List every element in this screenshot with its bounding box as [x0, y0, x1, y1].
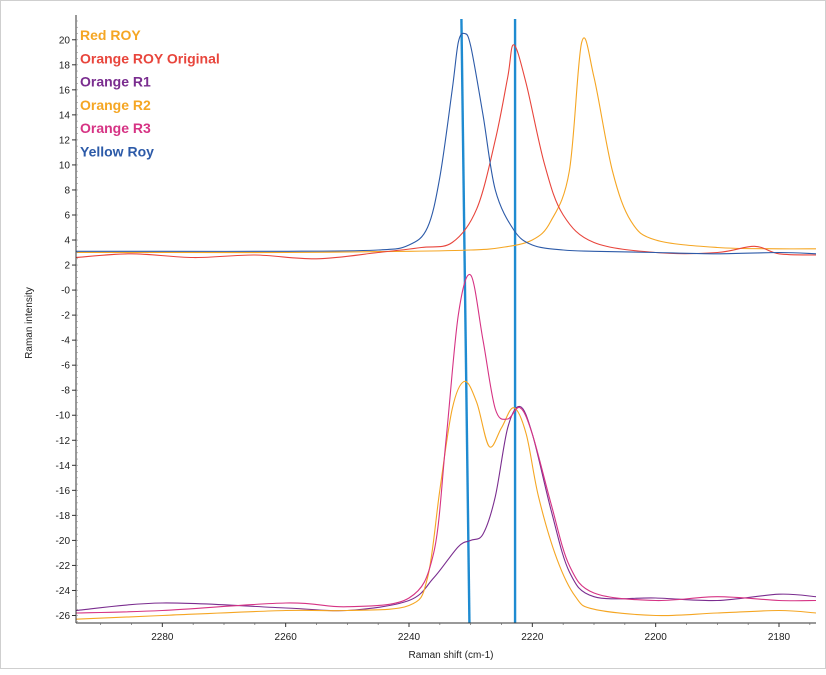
x-tick-label: 2260 [275, 632, 298, 643]
x-axis-title: Raman shift (cm-1) [408, 650, 493, 661]
y-tick-label: 14 [59, 110, 71, 121]
legend-entry: Orange R2 [80, 97, 151, 113]
y-tick-label: 12 [59, 135, 71, 146]
y-tick-label: 8 [64, 185, 70, 196]
x-tick-label: 2240 [398, 632, 421, 643]
y-tick-label: 10 [59, 160, 71, 171]
x-tick-label: 2200 [645, 632, 668, 643]
series-line-orange-r2 [75, 380, 817, 620]
y-tick-label: -16 [56, 486, 71, 497]
reference-lines [460, 18, 517, 624]
series-line-yellow-roy [76, 32, 817, 255]
y-tick-label: 16 [59, 85, 71, 96]
y-tick-label: 20 [59, 35, 71, 46]
x-axis: 2280 2260 2240 2220 2200 2180 [76, 622, 816, 643]
y-tick-label: -18 [56, 511, 71, 522]
series-line-orange-roy-original [75, 44, 817, 260]
reference-line-1 [460, 18, 471, 624]
y-tick-label: -2 [61, 311, 70, 322]
legend: Red ROY Orange ROY Original Orange R1 Orang… [80, 27, 220, 160]
x-tick-label: 2180 [768, 632, 791, 643]
y-tick-label: 18 [59, 60, 71, 71]
y-axis: 20 18 16 14 12 10 8 6 4 2 -0 -2 -4 -6 -8 -10 -12 -14 -16 -1… [56, 15, 78, 623]
y-tick-label: 4 [64, 236, 70, 247]
series-lines [75, 32, 817, 620]
y-axis-title: Raman intensity [24, 287, 35, 359]
legend-entry: Orange R3 [80, 120, 151, 136]
x-tick-label: 2220 [521, 632, 544, 643]
series-line-orange-r3 [75, 273, 817, 614]
legend-entry: Orange ROY Original [80, 50, 220, 66]
legend-entry: Orange R1 [80, 74, 151, 90]
y-tick-label: -6 [61, 361, 70, 372]
y-tick-label: -20 [56, 536, 71, 547]
legend-entry: Yellow Roy [80, 144, 154, 160]
y-tick-label: 2 [64, 261, 70, 272]
y-tick-label: -8 [61, 386, 70, 397]
series-line-red-roy [76, 37, 817, 254]
y-tick-label: -22 [56, 561, 71, 572]
y-tick-label: 6 [64, 210, 70, 221]
y-tick-label: -14 [56, 461, 71, 472]
legend-entry: Red ROY [80, 27, 141, 43]
y-tick-label: -12 [56, 436, 71, 447]
y-tick-label: -26 [56, 611, 71, 622]
y-tick-label: -4 [61, 336, 70, 347]
x-tick-label: 2280 [151, 632, 174, 643]
y-tick-label: -24 [56, 586, 71, 597]
y-tick-label: -10 [56, 411, 71, 422]
y-tick-label: -0 [61, 286, 70, 297]
